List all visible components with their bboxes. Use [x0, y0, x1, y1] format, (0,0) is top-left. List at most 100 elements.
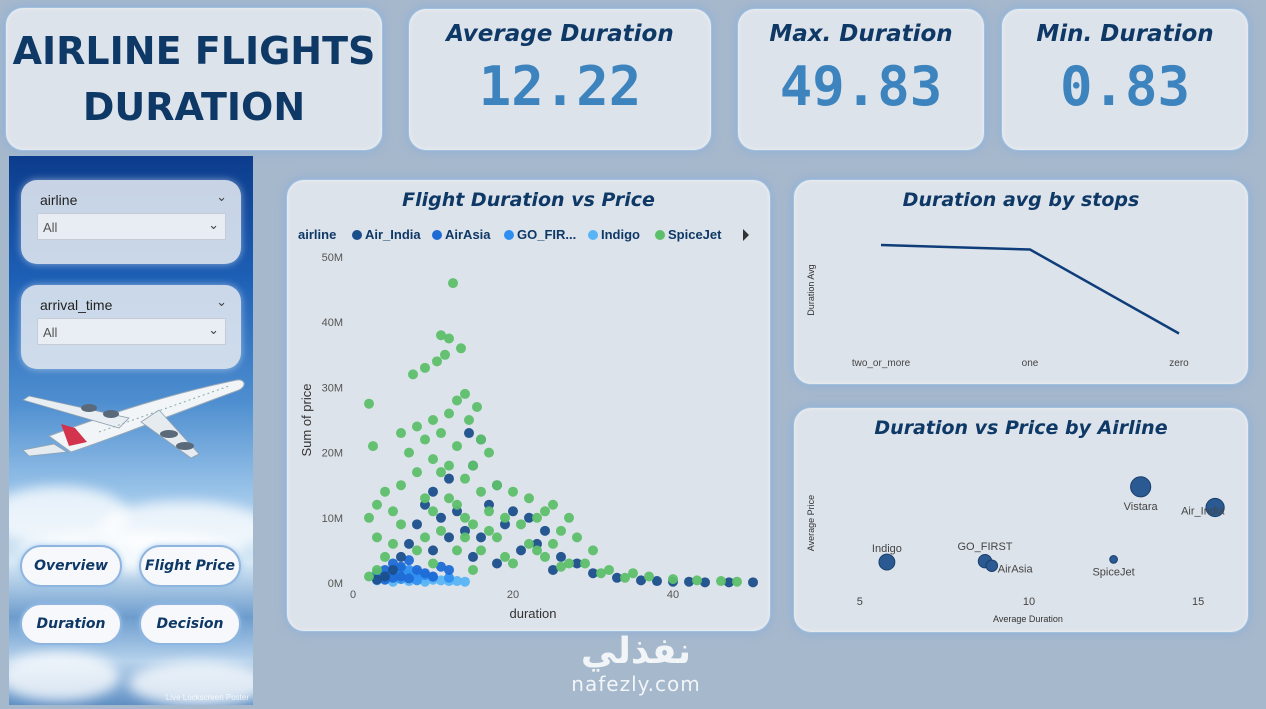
data-point — [588, 568, 598, 579]
data-point — [985, 559, 999, 572]
data-point — [388, 506, 398, 517]
line-chart[interactable]: Duration Avg two_or_more one zero — [794, 180, 1250, 386]
data-point — [444, 460, 454, 471]
y-tick-label: 30M — [322, 382, 343, 394]
x-tick-label: 40 — [667, 589, 679, 601]
data-point — [1109, 555, 1118, 564]
data-point — [436, 561, 446, 572]
data-point — [396, 551, 406, 562]
data-point — [396, 571, 406, 582]
sidebar: airline ⌄ All ⌄ arrival_time ⌄ All ⌄ Ove… — [9, 156, 253, 705]
decision-button[interactable]: Decision — [139, 603, 241, 645]
data-point — [540, 506, 550, 517]
scatter-chart[interactable]: airline Air_India AirAsia GO_FIR... Indigo Sp… — [287, 180, 772, 633]
data-point — [436, 525, 446, 536]
data-point — [636, 575, 646, 586]
legend-next-icon[interactable] — [743, 229, 749, 241]
data-point — [500, 551, 510, 562]
airline-dropdown[interactable]: All ⌄ — [37, 213, 226, 240]
data-point — [508, 506, 518, 517]
data-point — [444, 564, 454, 575]
data-point — [388, 572, 398, 583]
bubble-chart[interactable]: Average Price Average Duration 5 10 15 Vistar… — [794, 408, 1250, 634]
data-label: GO_FIRST — [958, 541, 1013, 553]
data-point — [408, 369, 418, 380]
stops-chart-card: Duration avg by stops Duration Avg two_or… — [793, 179, 1249, 385]
data-point — [404, 564, 414, 575]
data-point — [732, 576, 742, 587]
data-point — [716, 576, 726, 587]
x-axis-label: duration — [510, 606, 557, 621]
data-point — [620, 572, 630, 583]
data-point — [452, 441, 462, 452]
data-point — [428, 415, 438, 425]
data-point — [878, 553, 896, 571]
kpi-label: Average Duration — [446, 21, 674, 47]
data-point — [1130, 476, 1152, 498]
data-point — [500, 512, 510, 523]
data-point — [368, 441, 378, 452]
data-point — [556, 561, 566, 572]
data-point — [444, 493, 454, 504]
data-point — [444, 408, 454, 419]
data-point — [460, 512, 470, 523]
data-point — [420, 493, 430, 504]
data-point — [428, 486, 438, 497]
data-point — [364, 512, 374, 523]
y-tick-label: 20M — [322, 448, 343, 460]
data-point — [532, 545, 542, 556]
slicer-label: arrival_time — [40, 297, 113, 313]
data-point — [724, 577, 734, 588]
data-point — [604, 564, 614, 575]
data-point — [476, 545, 486, 556]
data-point — [412, 519, 422, 530]
data-label: Vistara — [1124, 501, 1159, 513]
chart-legend: airline Air_India AirAsia GO_FIR... Indigo Sp… — [298, 227, 722, 242]
data-point — [572, 558, 582, 569]
chevron-down-icon: ⌄ — [208, 323, 219, 338]
data-point — [556, 525, 566, 536]
slicer-airline: airline ⌄ All ⌄ — [21, 180, 241, 264]
data-point — [372, 574, 382, 585]
data-point — [380, 571, 390, 582]
data-point — [484, 506, 494, 517]
kpi-average-duration: Average Duration 12.22 — [408, 8, 712, 151]
x-tick-label: 0 — [350, 589, 356, 601]
x-tick-label: 15 — [1192, 596, 1204, 608]
legend-marker — [655, 230, 665, 240]
data-point — [372, 564, 382, 575]
data-point — [476, 486, 486, 497]
kpi-value: 49.83 — [779, 55, 943, 118]
data-point — [396, 480, 406, 491]
data-point — [396, 561, 406, 572]
arrival-time-dropdown[interactable]: All ⌄ — [37, 318, 226, 345]
data-point — [448, 278, 458, 289]
data-label: Indigo — [872, 543, 902, 555]
overview-button[interactable]: Overview — [20, 545, 122, 587]
data-point — [396, 428, 406, 439]
data-point — [652, 576, 662, 587]
duration-button[interactable]: Duration — [20, 603, 122, 645]
data-point — [436, 575, 446, 586]
data-point — [440, 349, 450, 360]
data-point — [404, 555, 414, 566]
chevron-down-icon[interactable]: ⌄ — [216, 295, 227, 310]
data-point — [484, 447, 494, 458]
data-point — [484, 525, 494, 536]
legend-marker — [432, 230, 442, 240]
data-point — [524, 538, 534, 549]
data-point — [420, 362, 430, 373]
data-label: SpiceJet — [1092, 566, 1134, 578]
flight-price-button[interactable]: Flight Price — [139, 545, 241, 587]
data-point — [540, 551, 550, 562]
data-point — [388, 538, 398, 549]
data-point — [1205, 497, 1225, 518]
series-line — [880, 243, 1180, 335]
data-point — [428, 571, 438, 582]
kpi-label: Min. Duration — [1036, 21, 1214, 47]
data-point — [464, 428, 474, 439]
data-point — [396, 519, 406, 530]
chevron-down-icon[interactable]: ⌄ — [216, 190, 227, 205]
data-point — [628, 568, 638, 579]
data-point — [684, 576, 694, 587]
